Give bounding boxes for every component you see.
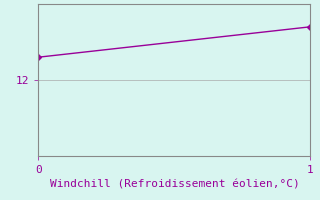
X-axis label: Windchill (Refroidissement éolien,°C): Windchill (Refroidissement éolien,°C) — [50, 179, 299, 189]
